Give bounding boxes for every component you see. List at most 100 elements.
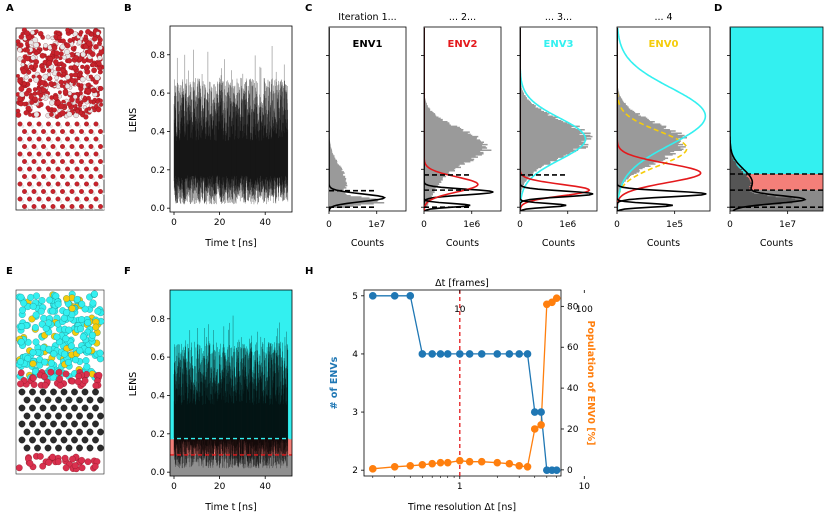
env3-molecule [49,307,57,315]
env1-molecule [34,428,41,436]
env1-molecule [55,444,62,452]
env1-molecule [29,436,36,444]
ice-hydrogen [73,162,77,166]
env-count-point [477,350,486,358]
water-oxygen [69,96,75,103]
ice-oxygen [55,136,61,142]
env3-molecule [31,324,39,331]
water-oxygen [58,103,65,110]
env3-molecule [60,314,68,322]
ice-oxygen [22,144,27,149]
ice-oxygen [74,166,80,172]
ice-oxygen [84,181,89,187]
water-oxygen [67,38,73,44]
water-oxygen [66,111,73,118]
env0-population-point [443,458,452,467]
ice-hydrogen [44,192,48,196]
ice-hydrogen [102,177,105,181]
ice-oxygen [50,174,56,179]
env-count-point [390,292,399,300]
env2-molecule [69,455,76,463]
water-oxygen [94,74,101,81]
env1-molecule [50,436,57,444]
env2-molecule [30,381,38,388]
env-label: ENV2 [448,39,478,50]
env3-molecule [41,358,49,366]
water-oxygen [30,30,35,35]
env0-population-point [406,461,415,470]
env1-molecule [44,444,52,452]
x-tick-label: 0 [171,218,177,228]
final-histogram-d: 0 1e7 Counts [727,26,824,249]
ice-oxygen [22,174,27,179]
ice-oxygen [60,159,65,164]
ice-oxygen [46,196,51,202]
ice-hydrogen [25,162,29,166]
env3-molecule [91,290,98,298]
env2-molecule [68,377,76,385]
env-count-point [515,350,523,358]
env3-molecule [24,354,32,362]
env0-molecule [29,360,37,368]
env0-population-point [552,294,561,302]
env1-molecule [18,436,26,444]
env3-molecule [54,300,62,308]
y-tick-label: 0.0 [151,204,166,214]
ice-oxygen [46,151,51,157]
env1-molecule [34,396,41,404]
ice-hydrogen [83,207,86,211]
ice-oxygen [93,136,99,142]
water-oxygen [64,42,71,49]
counts-axis-label: Counts [351,238,384,249]
water-oxygen [38,93,44,98]
env1-molecule [65,396,73,404]
molecular-snapshot-a [15,27,105,211]
histogram-iterations-c: ENV1 Iteration 1... Counts 0 1e7 ENV2 ... 2...… [326,12,711,249]
y2-tick-label: 60 [567,343,579,353]
env2-molecule [47,368,55,376]
water-oxygen [83,34,88,39]
water-oxygen [72,72,78,78]
ice-hydrogen [49,200,53,203]
ice-oxygen [41,129,46,134]
y-tick-label: 5 [352,292,358,302]
water-oxygen [89,32,94,37]
ice-oxygen [69,144,75,149]
ice-oxygen [60,204,65,209]
env3-molecule [89,299,97,307]
ice-oxygen [36,166,42,172]
panel-label-a: A [6,3,14,14]
water-oxygen [58,51,64,57]
x-tick-label: 1e7 [779,220,796,230]
ice-oxygen [79,129,84,134]
env-count-point [443,350,452,358]
env3-molecule [19,306,26,314]
ice-hydrogen [35,132,39,136]
water-oxygen [81,58,87,64]
frames-axis-title: Δt [frames] [435,278,489,289]
y-tick-label: 0.2 [151,166,165,176]
gaussian-fit [730,27,807,211]
ice-oxygen [98,159,103,164]
env3-molecule [45,345,53,353]
ice-oxygen [88,144,94,149]
water-oxygen [79,76,86,83]
ice-hydrogen [25,177,29,181]
water-oxygen [28,64,34,70]
env1-molecule [34,412,41,420]
water-oxygen [87,106,92,111]
ice-hydrogen [59,125,63,128]
env3-molecule [78,300,86,308]
water-oxygen [85,28,91,35]
water-oxygen [39,80,46,86]
ice-oxygen [65,166,70,172]
ice-oxygen [98,144,103,149]
ice-hydrogen [69,125,72,128]
env2-molecule [17,380,24,388]
env1-molecule [60,436,68,444]
env1-molecule [97,428,104,436]
ice-hydrogen [97,200,101,203]
water-oxygen [66,101,72,107]
water-oxygen [53,94,59,101]
water-oxygen [62,80,67,85]
